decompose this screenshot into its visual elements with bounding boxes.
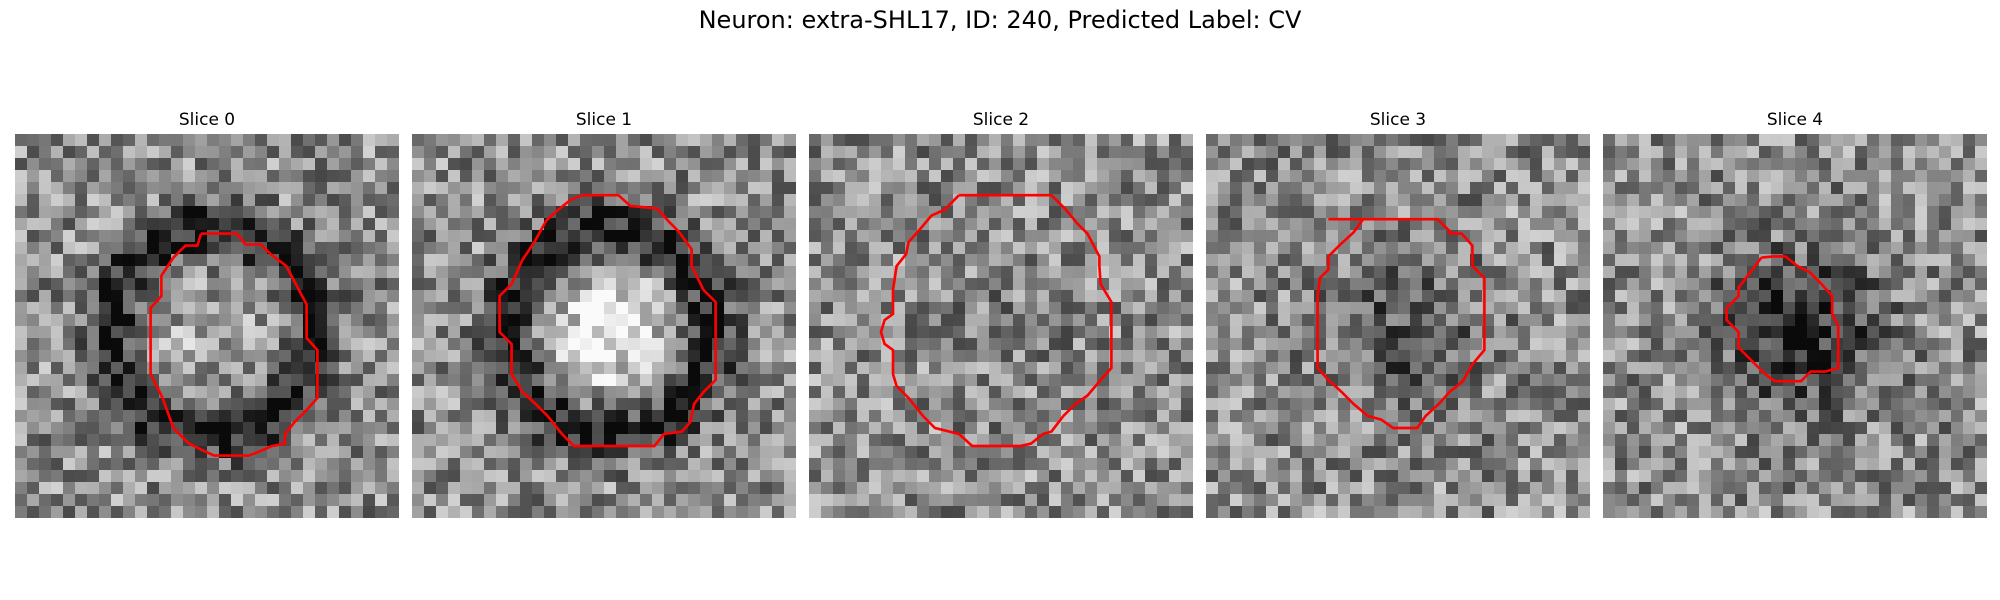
slice-panel-1: Slice 1 <box>412 108 796 518</box>
roi-contour-overlay <box>498 193 717 448</box>
roi-contour-overlay <box>149 232 319 457</box>
slice-image <box>1206 134 1590 518</box>
roi-contour <box>1316 217 1486 430</box>
slice-image <box>15 134 399 518</box>
roi-contour <box>498 193 717 448</box>
slice-panel-4: Slice 4 <box>1603 108 1987 518</box>
grayscale-image <box>809 134 1193 518</box>
slice-image <box>1603 134 1987 518</box>
roi-contour <box>1725 255 1840 383</box>
grayscale-image <box>15 134 399 518</box>
slice-image <box>809 134 1193 518</box>
slice-image <box>412 134 796 518</box>
grayscale-image <box>1206 134 1590 518</box>
slice-title: Slice 4 <box>1766 110 1824 130</box>
roi-contour <box>879 193 1113 448</box>
grayscale-image <box>1603 134 1987 518</box>
roi-contour-overlay <box>879 193 1113 448</box>
grayscale-image <box>412 134 796 518</box>
slice-panel-2: Slice 2 <box>809 108 1193 518</box>
slice-panel-3: Slice 3 <box>1206 108 1590 518</box>
roi-contour <box>149 232 319 457</box>
slice-title: Slice 0 <box>178 110 236 130</box>
slice-title: Slice 2 <box>972 110 1030 130</box>
roi-contour-overlay <box>1316 217 1486 430</box>
slice-title: Slice 1 <box>575 110 633 130</box>
figure-title: Neuron: extra-SHL17, ID: 240, Predicted … <box>698 6 1302 34</box>
roi-contour-overlay <box>1725 255 1840 383</box>
slice-panel-0: Slice 0 <box>15 108 399 518</box>
slice-title: Slice 3 <box>1369 110 1427 130</box>
